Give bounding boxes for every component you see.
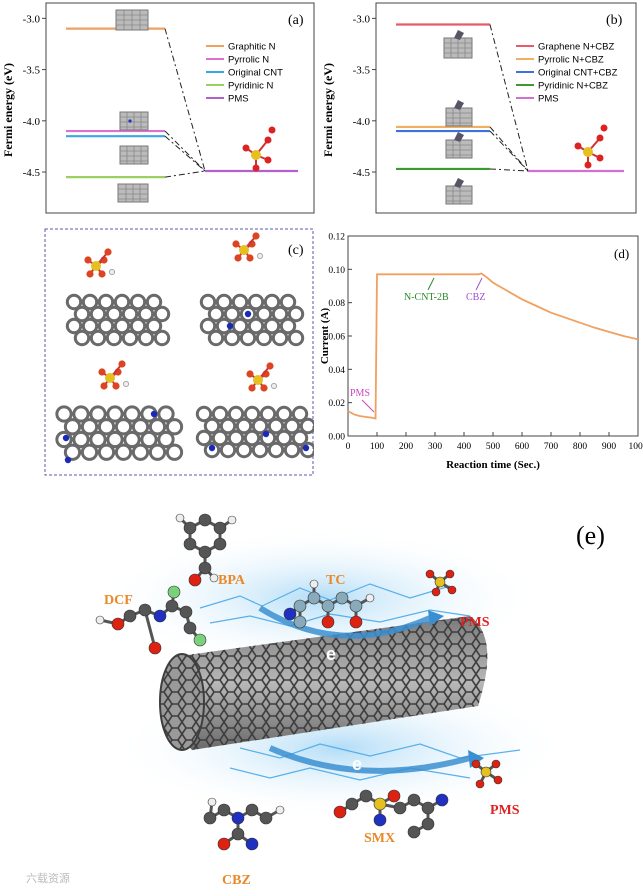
x-tick-label: 300 — [428, 442, 443, 452]
y-tick-label: -4.0 — [23, 116, 41, 128]
y-tick-label: -3.0 — [353, 13, 371, 25]
y-tick-label: 0.12 — [328, 233, 345, 243]
y-tick-label: 0.08 — [328, 299, 345, 309]
y-axis-label: Fermi energy (eV) — [1, 63, 15, 157]
legend-label: Original CNT — [228, 68, 283, 79]
y-tick-label: -3.0 — [23, 13, 41, 25]
panel-b: -3.0 -3.5 -4.0 -4.5 Fermi energy (eV) (b) G… — [320, 0, 640, 222]
x-tick-label: 600 — [515, 442, 530, 452]
nitrogen-atom — [65, 457, 71, 463]
watermark-text: 六载资源 — [26, 871, 70, 885]
plot-frame — [376, 3, 636, 213]
y-tick-label: -4.0 — [353, 116, 371, 128]
y-tick-label: 0.00 — [328, 433, 345, 443]
x-axis-label: Reaction time (Sec.) — [446, 459, 540, 471]
legend-label: Original CNT+CBZ — [538, 68, 618, 79]
y-tick-label: 0.04 — [328, 366, 345, 376]
annotation-cbz: CBZ — [466, 292, 485, 303]
legend-label: Pyridinic N — [228, 81, 274, 92]
nitrogen-atom — [263, 431, 269, 437]
nitrogen-atom — [245, 311, 251, 317]
label-tc: TC — [326, 573, 345, 588]
panel-label: (e) — [576, 521, 605, 550]
fermi-energy-chart-a: -3.0 -3.5 -4.0 -4.5 Fermi energy (eV) (a) G… — [0, 0, 318, 222]
cnt-structure-pyridinic-icon — [118, 184, 148, 202]
x-tick-label: 500 — [486, 442, 501, 452]
annotation-ncnt: N-CNT-2B — [404, 292, 449, 303]
cnt-structure-original-icon — [120, 146, 148, 164]
nitrogen-atom — [227, 323, 233, 329]
x-tick-label: 100 — [370, 442, 385, 452]
legend-label: Graphitic N — [228, 42, 276, 53]
panel-c: (c) — [44, 228, 314, 476]
cnt-structure-pyrrolic-icon — [120, 112, 148, 130]
panel-label: (a) — [288, 13, 304, 28]
y-tick-label: -4.5 — [23, 167, 41, 179]
nitrogen-atom — [63, 435, 69, 441]
panel-e: (e) e e DCF BPA TC — [0, 488, 643, 891]
cnt-structure-graphitic-icon — [116, 10, 148, 30]
annotation-pms: PMS — [350, 388, 370, 399]
panel-label: (d) — [614, 246, 629, 261]
nitrogen-atom — [151, 411, 157, 417]
x-tick-label: 400 — [457, 442, 472, 452]
fermi-energy-chart-b: -3.0 -3.5 -4.0 -4.5 Fermi energy (eV) (b) G… — [320, 0, 640, 222]
panel-label: (c) — [288, 243, 304, 258]
x-tick-label: 0 — [346, 442, 351, 452]
legend-label: PMS — [538, 94, 559, 105]
plot-frame — [46, 3, 314, 213]
label-cbz: CBZ — [222, 873, 251, 888]
mechanism-illustration: (e) e e DCF BPA TC — [0, 488, 643, 891]
label-bpa: BPA — [218, 573, 246, 588]
electron-label-bottom: e — [352, 754, 362, 774]
label-smx: SMX — [364, 831, 395, 846]
y-tick-label: -3.5 — [353, 65, 371, 77]
electron-label-top: e — [326, 644, 336, 664]
label-dcf: DCF — [104, 593, 133, 608]
y-axis-label: Current (A) — [319, 308, 331, 365]
y-tick-label: -4.5 — [353, 167, 371, 179]
panel-a: -3.0 -3.5 -4.0 -4.5 Fermi energy (eV) (a) G… — [0, 0, 318, 222]
panel-label: (b) — [606, 13, 623, 28]
legend-label: Pyridinic N+CBZ — [538, 81, 608, 92]
x-tick-label: 800 — [573, 442, 588, 452]
x-tick-label: 700 — [544, 442, 559, 452]
y-tick-label: 0.10 — [328, 266, 345, 276]
y-axis-label: Fermi energy (eV) — [321, 63, 335, 157]
x-tick-label: 900 — [602, 442, 617, 452]
x-tick-label: 200 — [399, 442, 414, 452]
legend-label: PMS — [228, 94, 249, 105]
legend-label: Graphene N+CBZ — [538, 42, 614, 53]
x-tick-label: 1000 — [629, 442, 643, 452]
nitrogen-atom — [303, 445, 309, 451]
label-pms-bottom: PMS — [490, 803, 520, 818]
legend-label: Pyrrolic N — [228, 55, 269, 66]
legend-label: Pyrrolic N+CBZ — [538, 55, 604, 66]
adsorption-structures: (c) — [44, 228, 314, 476]
label-pms-top: PMS — [460, 615, 490, 630]
nitrogen-atom — [209, 445, 215, 451]
y-tick-label: -3.5 — [23, 65, 41, 77]
plot-frame — [348, 236, 638, 436]
y-tick-label: 0.02 — [328, 399, 345, 409]
